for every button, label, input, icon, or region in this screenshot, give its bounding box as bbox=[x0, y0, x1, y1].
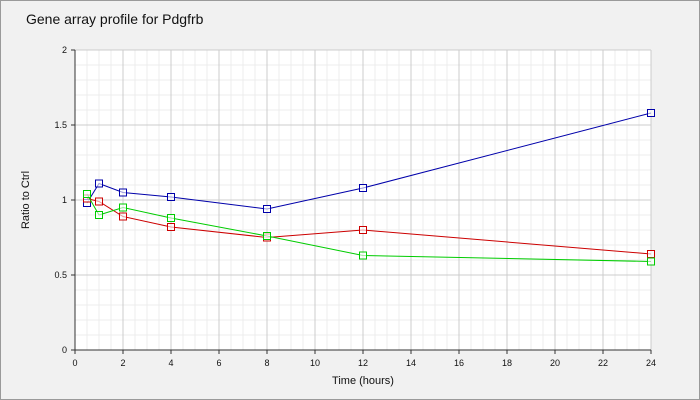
x-tick-label: 4 bbox=[168, 358, 173, 368]
series-1-marker bbox=[647, 109, 655, 117]
series-3-marker bbox=[647, 257, 655, 266]
series-2-marker bbox=[359, 226, 367, 234]
x-tick-label: 16 bbox=[454, 358, 464, 368]
series-1-marker bbox=[119, 188, 127, 197]
series-3-marker bbox=[263, 232, 271, 240]
x-tick-label: 22 bbox=[598, 358, 608, 368]
x-axis-ticks: 0 2 4 6 8 10 12 14 16 18 20 22 24 bbox=[72, 350, 656, 368]
series-2-marker bbox=[167, 223, 175, 231]
series-3-marker bbox=[167, 214, 175, 222]
x-axis-label: Time (hours) bbox=[332, 375, 394, 387]
x-tick-label: 14 bbox=[406, 358, 416, 368]
x-tick-label: 18 bbox=[502, 358, 512, 368]
series-layer bbox=[83, 109, 655, 266]
y-tick-label: 0 bbox=[62, 345, 67, 355]
series-3-marker bbox=[359, 251, 367, 260]
y-axis-label: Ratio to Ctrl bbox=[20, 171, 32, 229]
series-1-marker bbox=[95, 179, 103, 188]
x-tick-label: 24 bbox=[646, 358, 656, 368]
series-1-marker bbox=[359, 184, 367, 192]
series-2-marker bbox=[95, 197, 103, 206]
y-axis-ticks: 0 0.5 1 1.5 2 bbox=[54, 45, 75, 355]
y-tick-label: 1.5 bbox=[54, 120, 67, 130]
x-tick-label: 12 bbox=[358, 358, 368, 368]
y-tick-label: 1 bbox=[62, 195, 67, 205]
y-tick-label: 2 bbox=[62, 45, 67, 55]
series-1-marker bbox=[167, 193, 175, 201]
x-tick-label: 10 bbox=[310, 358, 320, 368]
series-1-marker bbox=[263, 205, 271, 213]
series-3-marker bbox=[119, 203, 127, 212]
series-3-marker bbox=[83, 190, 91, 198]
chart-title: Gene array profile for Pdgfrb bbox=[26, 11, 204, 27]
series-2-marker bbox=[119, 212, 127, 221]
x-tick-label: 20 bbox=[550, 358, 560, 368]
x-tick-label: 6 bbox=[216, 358, 221, 368]
x-tick-label: 0 bbox=[72, 358, 77, 368]
x-tick-label: 8 bbox=[264, 358, 269, 368]
series-2-marker bbox=[647, 250, 655, 258]
y-tick-label: 0.5 bbox=[54, 270, 67, 280]
x-tick-label: 2 bbox=[120, 358, 125, 368]
series-3-marker bbox=[95, 211, 103, 219]
